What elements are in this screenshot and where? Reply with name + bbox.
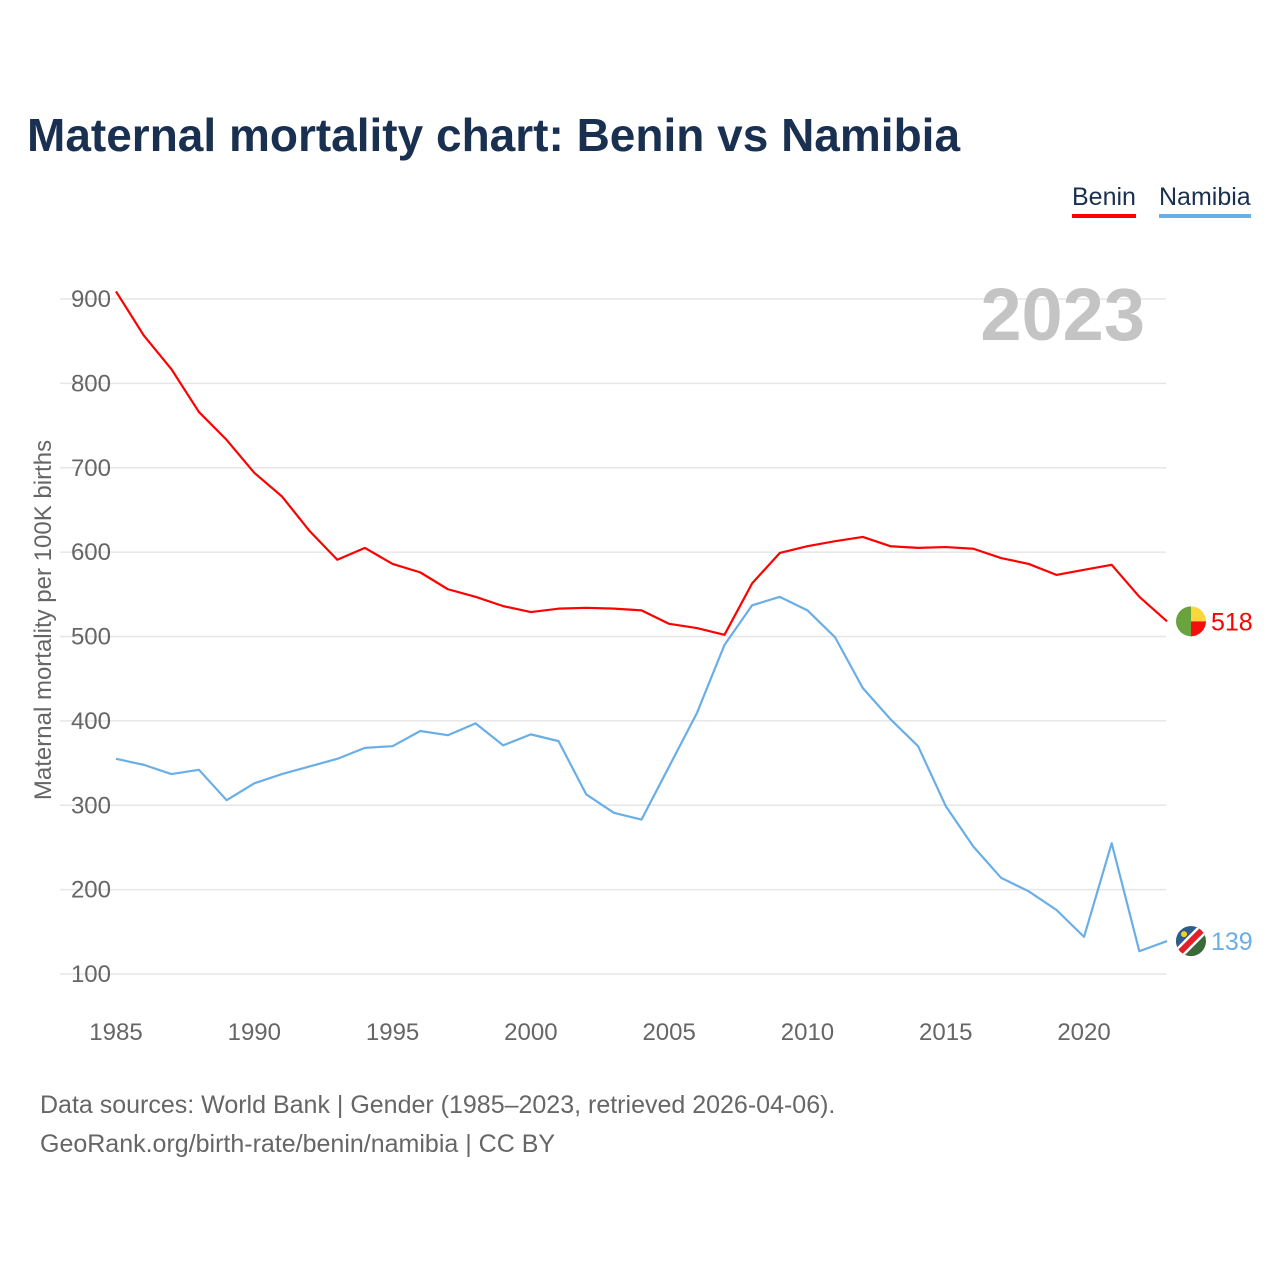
y-tick-label: 900 bbox=[71, 286, 111, 313]
chart-title: Maternal mortality chart: Benin vs Namib… bbox=[27, 109, 961, 161]
y-tick-label: 700 bbox=[71, 455, 111, 482]
legend-benin[interactable]: Benin bbox=[1072, 183, 1136, 218]
end-value-label: 518 bbox=[1211, 608, 1253, 636]
y-tick-label: 400 bbox=[71, 708, 111, 735]
y-tick-label: 200 bbox=[71, 877, 111, 904]
x-tick-label: 2015 bbox=[919, 1019, 972, 1046]
y-tick-label: 100 bbox=[71, 961, 111, 988]
x-tick-label: 1995 bbox=[366, 1019, 419, 1046]
y-axis-label: Maternal mortality per 100K births bbox=[30, 440, 57, 800]
series-line-benin bbox=[115, 290, 1168, 636]
flag-icon-namibia bbox=[1176, 926, 1206, 957]
y-tick-label: 300 bbox=[71, 792, 111, 819]
data-source: Data sources: World Bank | Gender (1985–… bbox=[40, 1091, 836, 1119]
source-link[interactable]: GeoRank.org/birth-rate/benin/namibia | C… bbox=[40, 1130, 556, 1158]
x-tick-label: 1985 bbox=[89, 1019, 142, 1046]
footer: Data sources: World Bank | Gender (1985–… bbox=[40, 1086, 835, 1164]
x-tick-label: 1990 bbox=[228, 1019, 281, 1046]
x-tick-label: 2010 bbox=[781, 1019, 834, 1046]
y-tick-label: 600 bbox=[71, 539, 111, 566]
legend-namibia[interactable]: Namibia bbox=[1159, 183, 1251, 218]
end-value-label: 139 bbox=[1211, 928, 1253, 956]
series-line-namibia bbox=[115, 595, 1168, 953]
y-tick-label: 500 bbox=[71, 624, 111, 651]
year-watermark: 2023 bbox=[980, 273, 1145, 356]
flag-icon-benin bbox=[1176, 606, 1207, 637]
x-tick-label: 2020 bbox=[1057, 1019, 1110, 1046]
y-tick-label: 800 bbox=[71, 370, 111, 397]
x-tick-label: 2005 bbox=[642, 1019, 695, 1046]
x-tick-label: 2000 bbox=[504, 1019, 557, 1046]
